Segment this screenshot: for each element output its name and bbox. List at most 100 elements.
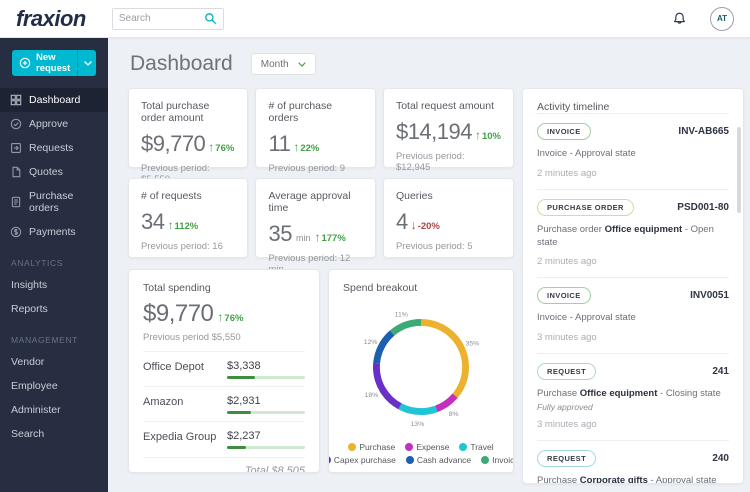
total-spending-delta: ↑ 76% [217, 310, 244, 324]
kpi-grid: Total purchase order amount $9,770 ↑ 76% … [128, 88, 514, 275]
kpi-label: # of purchase orders [268, 100, 333, 124]
sidebar-section-management: MANAGEMENT [11, 335, 78, 345]
global-search[interactable] [111, 7, 224, 30]
search-input[interactable] [118, 13, 204, 24]
scrollbar-thumb[interactable] [737, 127, 741, 213]
page-title: Dashboard [130, 52, 233, 75]
kpi-previous: Previous period: 5 [395, 241, 473, 252]
new-request-button[interactable]: New request [12, 50, 96, 76]
list-item[interactable]: PURCHASE ORDER PSD001-80 Purchase order … [537, 188, 729, 278]
brand-logo: fraxion [16, 5, 86, 31]
sidebar-item-label: Approve [29, 118, 69, 130]
notifications-bell-icon[interactable] [671, 10, 688, 28]
list-item[interactable]: REQUEST 241 Purchase Office equipment - … [537, 353, 729, 440]
kpi-previous: Previous period: 16 [141, 241, 223, 252]
status-badge: REQUEST [537, 363, 597, 381]
trend-up-icon: ↑ [293, 140, 300, 154]
sidebar-item-dashboard[interactable]: Dashboard [0, 88, 108, 112]
list-item[interactable]: INVOICE INV0051 Invoice - Approval state… [537, 277, 729, 353]
chevron-down-icon [297, 61, 306, 67]
donut-segment-invoice [373, 319, 469, 415]
donut-percent-label: 11% [395, 312, 408, 319]
item-description: Purchase Corporate gifts - Approval stat… [537, 475, 717, 484]
period-dropdown[interactable]: Month [250, 53, 316, 75]
sidebar-item-purchase-orders[interactable]: Purchase orders [0, 184, 108, 220]
item-id: 240 [712, 453, 729, 465]
sidebar-item-insights[interactable]: Insights [11, 279, 48, 291]
item-timestamp: 2 minutes ago [537, 256, 597, 268]
sidebar-item-label: Requests [29, 142, 74, 154]
kpi-card-number-of-purchase-orders: # of purchase orders 11 ↑ 22% Previous pe… [255, 88, 376, 174]
list-item[interactable]: INVOICE INV-AB665 Invoice - Approval sta… [537, 113, 729, 189]
spend-breakout-title: Spend breakout [343, 282, 418, 294]
sidebar-item-requests[interactable]: Requests [0, 136, 108, 160]
payments-dollar-icon [10, 226, 22, 238]
table-row: Amazon $2,931 [143, 386, 305, 421]
donut-percent-label: 35% [465, 341, 479, 348]
kpi-label: # of requests [141, 190, 202, 202]
legend-dot [405, 456, 414, 464]
search-icon[interactable] [204, 12, 217, 25]
vendor-amount: $2,931 [227, 395, 261, 407]
kpi-card-average-approval-time: Average approval time 35 min ↑ 177% Previ… [255, 178, 376, 275]
sidebar-item-label: Dashboard [29, 94, 81, 106]
kpi-delta: ↑ 22% [293, 140, 320, 154]
item-id: 241 [712, 366, 729, 378]
period-dropdown-value: Month [260, 58, 289, 70]
activity-timeline-title: Activity timeline [537, 101, 610, 113]
kpi-card-queries: Queries 4 ↓ -20% Previous period: 5 [382, 178, 514, 258]
legend-item: Invoice [481, 455, 513, 465]
kpi-delta: ↑ 177% [314, 230, 346, 244]
vendor-spending-table: Office Depot $3,338 Amazon $2, [143, 351, 305, 456]
item-timestamp: 2 minutes ago [537, 167, 597, 179]
sidebar-item-employee[interactable]: Employee [11, 380, 58, 392]
vendor-total: Total $8,505 [143, 457, 305, 472]
legend-dot [459, 443, 468, 451]
chart-legend: Purchase Expense Travel Capex purchase C… [329, 442, 513, 465]
vendor-amount: $3,338 [227, 360, 261, 372]
donut-segment-travel [373, 319, 469, 415]
dashboard-grid-icon [10, 94, 22, 106]
main-content: Dashboard Month Total purchase order amo… [108, 38, 750, 492]
donut-percent-label: 18% [365, 392, 379, 399]
sidebar-item-quotes[interactable]: Quotes [0, 160, 108, 184]
item-description: Invoice - Approval state [537, 148, 636, 159]
kpi-label: Queries [395, 190, 433, 202]
sidebar-item-approve[interactable]: Approve [0, 112, 108, 136]
kpi-card-total-request-amount: Total request amount $14,194 ↑ 10% Previo… [382, 88, 514, 173]
kpi-card-number-of-requests: # of requests 34 ↑ 112% Previous period: … [128, 178, 249, 258]
sidebar-item-reports[interactable]: Reports [11, 303, 48, 315]
plus-circle-icon [19, 57, 31, 69]
list-item[interactable]: REQUEST 240 Purchase Corporate gifts - A… [537, 440, 729, 484]
item-id: INV0051 [690, 290, 729, 302]
sidebar-item-administer[interactable]: Administer [11, 404, 61, 416]
sidebar-item-payments[interactable]: Payments [0, 220, 108, 244]
user-avatar[interactable]: AT [710, 6, 734, 31]
kpi-unit: min [295, 233, 311, 243]
kpi-label: Average approval time [268, 190, 351, 214]
vendor-amount: $2,237 [227, 430, 261, 442]
table-row: Expedia Group $2,237 [143, 421, 305, 456]
sidebar-nav: Dashboard Approve Requests Quotes Purcha… [0, 88, 108, 446]
sidebar-item-search[interactable]: Search [11, 428, 45, 440]
vendor-name: Amazon [143, 396, 184, 408]
donut-percent-label: 12% [364, 339, 378, 346]
vendor-name: Office Depot [143, 361, 204, 373]
kpi-delta: ↑ 76% [208, 140, 235, 154]
vendor-bar [227, 376, 305, 379]
kpi-value: 11 [268, 131, 291, 156]
kpi-value: 4 [395, 209, 408, 234]
sidebar-item-label: Payments [29, 226, 76, 238]
legend-dot [405, 443, 414, 451]
legend-dot [348, 443, 357, 451]
approve-check-icon [10, 118, 22, 130]
purchase-orders-icon [10, 196, 22, 208]
item-description: Purchase Office equipment - Closing stat… [537, 388, 721, 400]
sidebar-item-vendor[interactable]: Vendor [11, 356, 45, 368]
kpi-delta: ↑ 112% [167, 218, 199, 232]
legend-dot [481, 456, 490, 464]
new-request-dropdown-button[interactable] [77, 50, 98, 76]
total-spending-previous: Previous period $5,550 [143, 332, 241, 343]
sidebar-item-label: Quotes [29, 166, 63, 178]
